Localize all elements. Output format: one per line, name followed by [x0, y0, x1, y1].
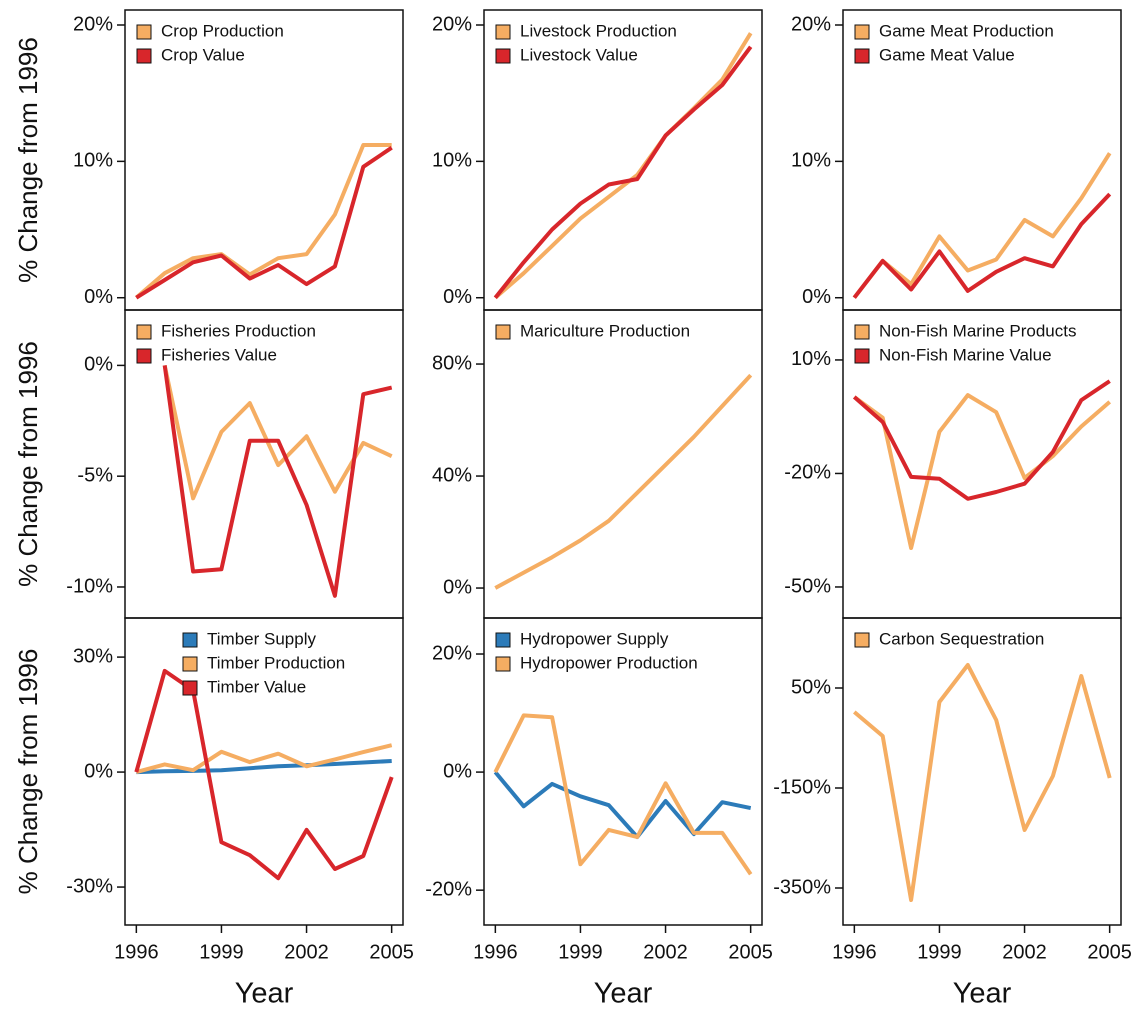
series-line	[493, 45, 753, 299]
y-tick-label: 20%	[73, 13, 113, 35]
x-tick-label: 2002	[643, 941, 688, 963]
y-tick-label: 10%	[791, 150, 831, 172]
legend-swatch	[136, 48, 152, 64]
series-line	[135, 146, 393, 300]
x-tick-label: 1996	[473, 941, 518, 963]
y-tick-label: 40%	[432, 464, 472, 486]
x-axis-label: Year	[235, 978, 294, 1009]
y-tick-label: 10%	[73, 150, 113, 172]
legend-label: Timber Production	[207, 653, 345, 672]
y-tick-label: 20%	[791, 13, 831, 35]
legend-swatch	[136, 24, 152, 40]
legend-label: Game Meat Value	[879, 45, 1015, 64]
y-tick-label: 30%	[73, 645, 113, 667]
y-tick-label: 10%	[432, 150, 472, 172]
legend-swatch	[495, 48, 511, 64]
series-line	[134, 668, 394, 881]
legend-label: Non-Fish Marine Products	[879, 321, 1076, 340]
legend-swatch	[495, 324, 511, 340]
y-axis-label: % Change from 1996	[13, 649, 43, 895]
legend-swatch	[854, 348, 870, 364]
x-tick-label: 2005	[728, 941, 773, 963]
series-line	[135, 743, 393, 775]
legend-label: Livestock Production	[520, 21, 677, 40]
series-line	[493, 770, 752, 839]
x-tick-label: 2002	[1002, 941, 1047, 963]
x-axis-label: Year	[594, 978, 653, 1009]
y-axis-label: % Change from 1996	[13, 341, 43, 587]
legend-label: Fisheries Value	[161, 345, 277, 364]
series-line	[852, 152, 1112, 299]
x-tick-label: 1999	[917, 941, 962, 963]
y-tick-label: 0%	[802, 286, 831, 308]
legend-label: Timber Value	[207, 677, 306, 696]
legend-label: Game Meat Production	[879, 21, 1054, 40]
legend-label: Livestock Value	[520, 45, 638, 64]
y-tick-label: 0%	[443, 286, 472, 308]
x-axis-label: Year	[953, 978, 1012, 1009]
y-tick-label: 20%	[432, 642, 472, 664]
y-tick-label: 0%	[84, 354, 113, 376]
y-tick-label: 0%	[84, 286, 113, 308]
x-tick-label: 2005	[1087, 941, 1132, 963]
y-tick-label: 10%	[791, 348, 831, 370]
y-tick-label: -150%	[773, 776, 831, 798]
legend-swatch	[182, 680, 198, 696]
legend-label: Non-Fish Marine Value	[879, 345, 1052, 364]
y-tick-label: 0%	[443, 760, 472, 782]
y-tick-label: -5%	[77, 464, 113, 486]
y-tick-label: -50%	[784, 575, 831, 597]
panel-frame	[842, 617, 1122, 926]
legend-label: Carbon Sequestration	[879, 629, 1044, 648]
x-tick-label: 2002	[284, 941, 329, 963]
legend-label: Mariculture Production	[520, 321, 690, 340]
y-tick-label: 0%	[84, 760, 113, 782]
y-tick-label: 20%	[432, 13, 472, 35]
legend-swatch	[854, 632, 870, 648]
series-line	[852, 192, 1112, 299]
x-tick-label: 2005	[369, 941, 414, 963]
legend-swatch	[854, 48, 870, 64]
legend-swatch	[854, 324, 870, 340]
legend-swatch	[854, 24, 870, 40]
series-line	[493, 32, 753, 300]
legend-swatch	[495, 632, 511, 648]
legend-swatch	[495, 24, 511, 40]
legend-label: Timber Supply	[207, 629, 316, 648]
legend-label: Hydropower Production	[520, 653, 698, 672]
y-tick-label: -30%	[66, 875, 113, 897]
legend-swatch	[495, 656, 511, 672]
x-tick-label: 1999	[558, 941, 603, 963]
legend-label: Fisheries Production	[161, 321, 316, 340]
legend-label: Crop Production	[161, 21, 284, 40]
legend-swatch	[136, 348, 152, 364]
y-tick-label: -10%	[66, 575, 113, 597]
y-tick-label: -20%	[425, 878, 472, 900]
x-tick-label: 1996	[832, 941, 877, 963]
y-tick-label: -350%	[773, 876, 831, 898]
legend-label: Hydropower Supply	[520, 629, 669, 648]
series-line	[852, 379, 1111, 501]
series-line	[136, 759, 392, 775]
y-tick-label: 0%	[443, 576, 472, 598]
y-tick-label: 80%	[432, 352, 472, 374]
series-line	[853, 663, 1112, 902]
y-tick-label: 50%	[791, 676, 831, 698]
series-line	[493, 713, 753, 876]
legend-label: Crop Value	[161, 45, 245, 64]
legend-swatch	[182, 656, 198, 672]
series-line	[134, 143, 392, 300]
legend-swatch	[182, 632, 198, 648]
series-line	[162, 365, 393, 598]
series-line	[494, 373, 753, 590]
legend-swatch	[136, 324, 152, 340]
x-tick-label: 1996	[114, 941, 159, 963]
y-axis-label: % Change from 1996	[13, 37, 43, 283]
y-tick-label: -20%	[784, 462, 831, 484]
series-line	[853, 393, 1112, 550]
x-tick-label: 1999	[199, 941, 244, 963]
